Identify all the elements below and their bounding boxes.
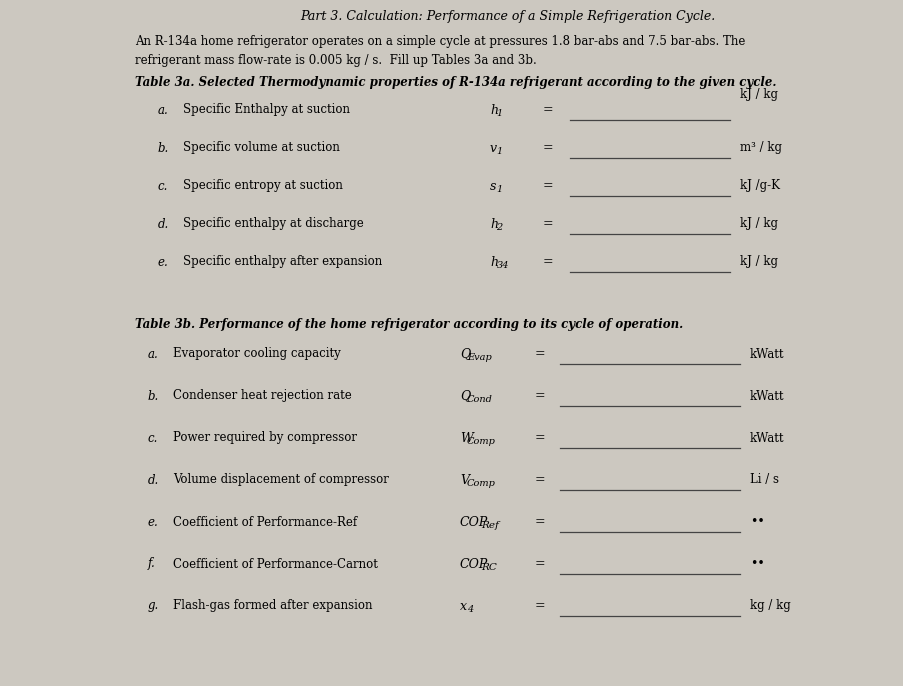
Text: Comp: Comp bbox=[467, 480, 496, 488]
Text: h: h bbox=[489, 104, 498, 117]
Text: refrigerant mass flow-rate is 0.005 kg / s.  Fill up Tables 3a and 3b.: refrigerant mass flow-rate is 0.005 kg /… bbox=[135, 54, 536, 67]
Text: b.: b. bbox=[158, 141, 169, 154]
Text: 4: 4 bbox=[467, 606, 473, 615]
Text: =: = bbox=[543, 255, 553, 268]
Text: 1: 1 bbox=[496, 147, 502, 156]
Text: m³ / kg: m³ / kg bbox=[740, 141, 781, 154]
Text: Comp: Comp bbox=[467, 438, 496, 447]
Text: =: = bbox=[543, 217, 553, 230]
Text: kJ /g-K: kJ /g-K bbox=[740, 180, 779, 193]
Text: kJ / kg: kJ / kg bbox=[740, 255, 777, 268]
Text: b.: b. bbox=[148, 390, 159, 403]
Text: h: h bbox=[489, 217, 498, 230]
Text: h: h bbox=[489, 255, 498, 268]
Text: =: = bbox=[535, 348, 545, 361]
Text: Evaporator cooling capacity: Evaporator cooling capacity bbox=[172, 348, 340, 361]
Text: Q: Q bbox=[460, 390, 470, 403]
Text: kWatt: kWatt bbox=[749, 431, 784, 445]
Text: =: = bbox=[535, 558, 545, 571]
Text: =: = bbox=[543, 141, 553, 154]
Text: Coefficient of Performance-Ref: Coefficient of Performance-Ref bbox=[172, 515, 357, 528]
Text: 1: 1 bbox=[496, 185, 502, 195]
Text: ••: •• bbox=[749, 558, 764, 571]
Text: kJ / kg: kJ / kg bbox=[740, 88, 777, 101]
Text: x: x bbox=[460, 600, 467, 613]
Text: =: = bbox=[535, 600, 545, 613]
Text: Specific Enthalpy at suction: Specific Enthalpy at suction bbox=[182, 104, 349, 117]
Text: ••: •• bbox=[749, 515, 764, 528]
Text: g.: g. bbox=[148, 600, 159, 613]
Text: f.: f. bbox=[148, 558, 155, 571]
Text: a.: a. bbox=[158, 104, 169, 117]
Text: 2: 2 bbox=[496, 224, 502, 233]
Text: c.: c. bbox=[148, 431, 158, 445]
Text: v: v bbox=[489, 141, 497, 154]
Text: An R-134a home refrigerator operates on a simple cycle at pressures 1.8 bar-abs : An R-134a home refrigerator operates on … bbox=[135, 35, 745, 48]
Text: Coefficient of Performance-Carnot: Coefficient of Performance-Carnot bbox=[172, 558, 377, 571]
Text: d.: d. bbox=[158, 217, 169, 230]
Text: Evap: Evap bbox=[467, 353, 491, 362]
Text: c.: c. bbox=[158, 180, 168, 193]
Text: =: = bbox=[535, 515, 545, 528]
Text: RC: RC bbox=[480, 563, 497, 573]
Text: Part 3. Calculation: Performance of a Simple Refrigeration Cycle.: Part 3. Calculation: Performance of a Si… bbox=[300, 10, 714, 23]
Text: =: = bbox=[543, 180, 553, 193]
Text: Specific volume at suction: Specific volume at suction bbox=[182, 141, 340, 154]
Text: e.: e. bbox=[148, 515, 159, 528]
Text: =: = bbox=[535, 390, 545, 403]
Text: 34: 34 bbox=[496, 261, 508, 270]
Text: kg / kg: kg / kg bbox=[749, 600, 790, 613]
Text: Volume displacement of compressor: Volume displacement of compressor bbox=[172, 473, 388, 486]
Text: Power required by compressor: Power required by compressor bbox=[172, 431, 357, 445]
Text: Table 3a. Selected Thermodynamic properties of R-134a refrigerant according to t: Table 3a. Selected Thermodynamic propert… bbox=[135, 76, 776, 89]
Text: kWatt: kWatt bbox=[749, 390, 784, 403]
Text: =: = bbox=[543, 104, 553, 117]
Text: Table 3b. Performance of the home refrigerator according to its cycle of operati: Table 3b. Performance of the home refrig… bbox=[135, 318, 683, 331]
Text: kJ / kg: kJ / kg bbox=[740, 217, 777, 230]
Text: =: = bbox=[535, 431, 545, 445]
Text: Specific entropy at suction: Specific entropy at suction bbox=[182, 180, 342, 193]
Text: V: V bbox=[460, 473, 469, 486]
Text: d.: d. bbox=[148, 473, 159, 486]
Text: Condenser heat rejection rate: Condenser heat rejection rate bbox=[172, 390, 351, 403]
Text: s: s bbox=[489, 180, 496, 193]
Text: COP: COP bbox=[460, 558, 488, 571]
Text: Ref: Ref bbox=[480, 521, 498, 530]
Text: a.: a. bbox=[148, 348, 159, 361]
Text: =: = bbox=[535, 473, 545, 486]
Text: W: W bbox=[460, 431, 472, 445]
Text: Specific enthalpy at discharge: Specific enthalpy at discharge bbox=[182, 217, 363, 230]
Text: Flash-gas formed after expansion: Flash-gas formed after expansion bbox=[172, 600, 372, 613]
Text: Specific enthalpy after expansion: Specific enthalpy after expansion bbox=[182, 255, 382, 268]
Text: COP: COP bbox=[460, 515, 488, 528]
Text: e.: e. bbox=[158, 255, 169, 268]
Text: Q: Q bbox=[460, 348, 470, 361]
Text: Cond: Cond bbox=[467, 396, 492, 405]
Text: Li / s: Li / s bbox=[749, 473, 778, 486]
Text: 1: 1 bbox=[496, 110, 502, 119]
Text: kWatt: kWatt bbox=[749, 348, 784, 361]
